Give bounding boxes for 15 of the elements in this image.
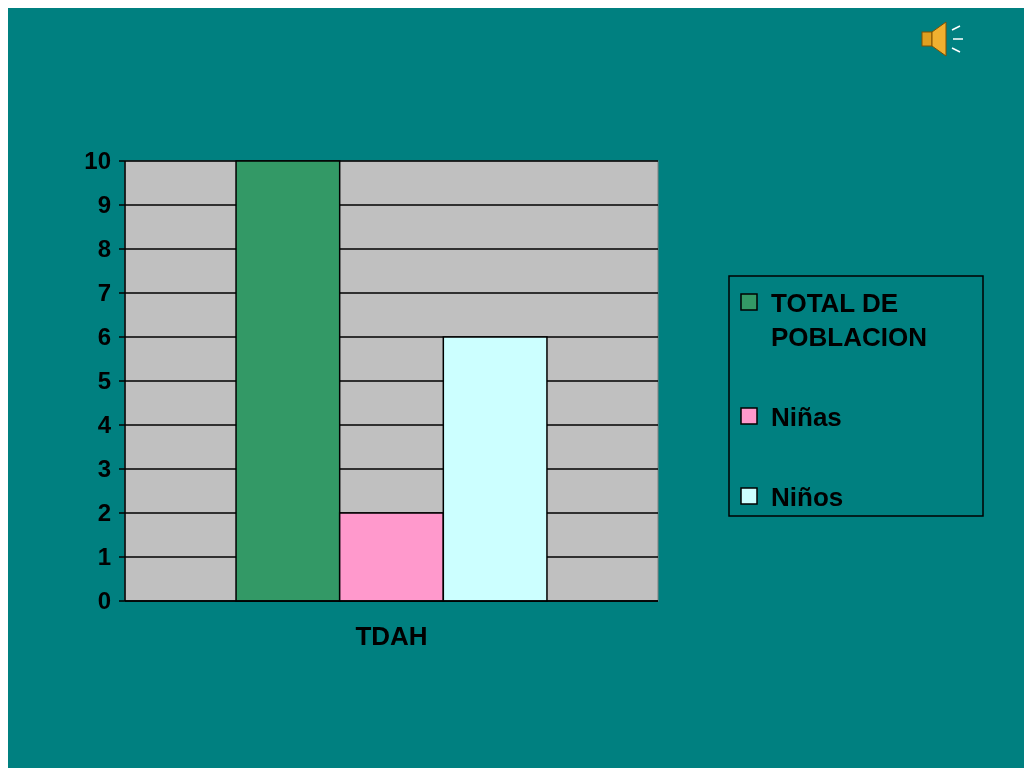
x-tick-label: TDAH bbox=[355, 621, 428, 651]
y-tick-label: 10 bbox=[84, 147, 111, 175]
legend-label: Niños bbox=[771, 482, 844, 512]
y-tick-label: 8 bbox=[97, 235, 111, 263]
y-tick-label: 0 bbox=[97, 587, 111, 615]
y-tick-label: 1 bbox=[97, 543, 111, 571]
y-tick-label: 4 bbox=[97, 411, 112, 439]
legend-label: Niñas bbox=[771, 402, 842, 432]
y-tick-label: 6 bbox=[97, 323, 111, 351]
legend-label: TOTAL DE POBLACION bbox=[771, 288, 927, 352]
y-tick-label: 7 bbox=[97, 279, 111, 307]
y-tick-label: 2 bbox=[97, 499, 111, 527]
y-tick-label: 5 bbox=[97, 367, 111, 395]
y-tick-label: 9 bbox=[97, 191, 111, 219]
y-tick-label: 3 bbox=[97, 455, 111, 483]
